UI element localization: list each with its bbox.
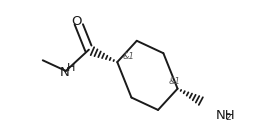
Text: &1: &1 <box>169 77 181 86</box>
Text: N: N <box>60 66 70 79</box>
Text: H: H <box>67 63 75 73</box>
Text: NH: NH <box>216 109 235 122</box>
Text: 2: 2 <box>225 113 231 122</box>
Text: &1: &1 <box>123 52 134 61</box>
Text: O: O <box>71 15 82 28</box>
